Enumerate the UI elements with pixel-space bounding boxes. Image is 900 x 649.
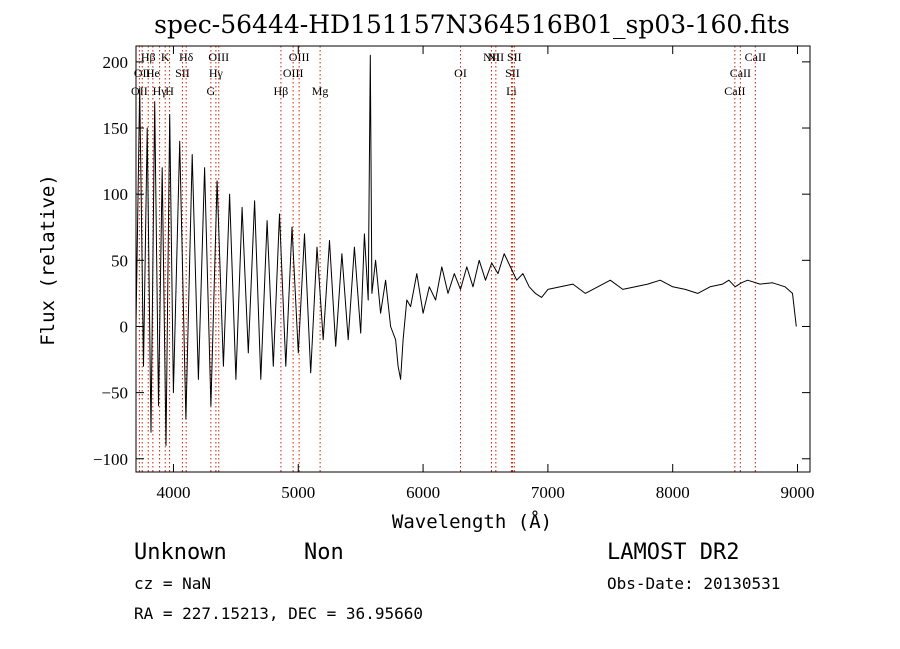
spectral-line-label-13: OIII [283,66,304,80]
spectral-line-label-3: He [146,66,160,80]
object-subclass: Non [304,540,344,565]
spectral-line-label-15: Mg [312,84,329,98]
x-tick-label-3: 7000 [531,483,565,502]
spectral-line-label-8: Hδ [179,50,194,64]
x-tick-label-0: 4000 [156,483,190,502]
spectral-line-label-4: Hγ [153,84,168,98]
plot-frame [135,45,811,473]
y-tick-label-3: 50 [111,251,128,270]
spectral-line-label-17: NII [483,50,500,64]
spectral-line-markers: OIIOIIHβHeHγKHSIIHδGHγOIIIHβOIIIOIIIMgOI… [131,46,766,472]
x-axis-title: Wavelength (Å) [392,510,552,533]
x-tick-label-2: 6000 [406,483,440,502]
spectral-line-label-20: SII [505,66,520,80]
spectral-line-label-11: OIII [208,50,229,64]
object-class: Unknown [134,540,227,565]
spectral-line-label-16: OI [454,66,467,80]
spectral-line-label-5: K [161,50,170,64]
y-tick-label-6: 200 [103,53,129,72]
x-tick-label-4: 8000 [656,483,690,502]
x-axis: 4000 5000 6000 7000 8000 9000 [156,46,815,502]
spectrum-line-0 [135,54,797,446]
spectrum-series [135,54,797,446]
x-tick-label-1: 5000 [281,483,315,502]
redshift-value: cz = NaN [134,574,211,593]
y-axis-title: Flux (relative) [37,174,59,346]
spectral-line-label-21: SII [507,50,522,64]
spectral-line-label-23: CaII [730,66,751,80]
spectral-line-label-19: Li [506,84,517,98]
spectral-line-label-18: NII [488,50,505,64]
observation-date: Obs-Date: 20130531 [607,574,780,593]
y-tick-label-4: 100 [103,185,129,204]
survey-name: LAMOST DR2 [607,540,739,565]
y-tick-label-5: 150 [103,119,129,138]
spectral-line-label-6: H [165,84,174,98]
chart-title: spec-56444-HD151157N364516B01_sp03-160.f… [154,10,790,39]
spectral-line-label-9: G [207,84,216,98]
spectral-line-label-1: OII [134,66,151,80]
y-axis: −100 −50 0 50 100 150 200 [93,53,810,469]
spectral-line-label-24: CaII [745,50,766,64]
spectral-line-label-10: Hγ [209,66,224,80]
y-tick-label-1: −50 [101,384,128,403]
x-tick-label-5: 9000 [781,483,815,502]
y-tick-label-2: 0 [120,317,129,336]
spectral-line-label-2: Hβ [141,50,156,64]
y-tick-label-0: −100 [93,450,128,469]
spectral-line-label-22: CaII [724,84,745,98]
coordinates: RA = 227.15213, DEC = 36.95660 [134,604,423,623]
spectral-line-label-14: OIII [289,50,310,64]
spectral-line-label-12: Hβ [274,84,289,98]
spectral-line-label-7: SII [175,66,190,80]
